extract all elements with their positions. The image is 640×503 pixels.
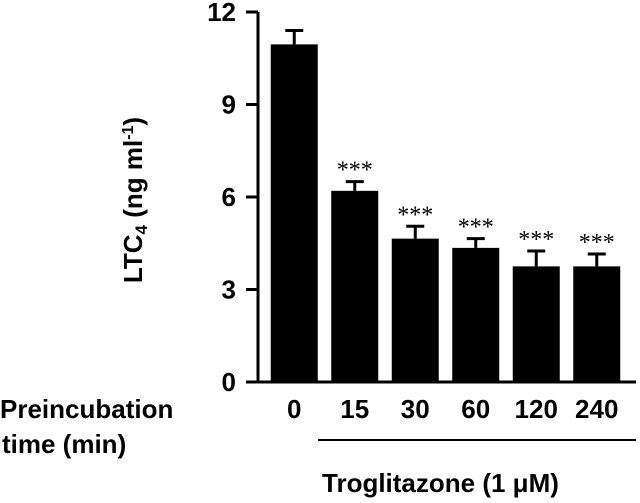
bar	[573, 266, 621, 382]
bar	[512, 266, 560, 382]
x-axis-label-line1: Preincubation	[0, 394, 173, 424]
y-tick-label: 6	[222, 182, 236, 212]
bar	[331, 190, 379, 382]
y-tick-label: 12	[207, 0, 236, 27]
y-axis-label: LTC4 (ng ml-1)	[118, 117, 151, 283]
x-tick-label: 0	[287, 394, 301, 424]
y-tick-label: 3	[222, 275, 236, 305]
y-axis-label-superscript: -1	[120, 125, 137, 139]
y-axis-label-unit: (ng ml	[118, 140, 148, 225]
significance-marker: ***	[518, 227, 554, 253]
y-axis-label-subscript: 4	[132, 224, 151, 234]
bar	[391, 238, 439, 382]
significance-marker: ***	[579, 230, 615, 256]
y-tick-label: 0	[222, 367, 236, 397]
x-tick-label: 120	[515, 394, 558, 424]
y-tick-label: 9	[222, 90, 236, 120]
significance-group: *** *** *** *** ***	[337, 158, 615, 256]
y-axis-label-main: LTC	[118, 234, 148, 283]
x-tick-label: 60	[461, 394, 490, 424]
x-tick-label: 30	[401, 394, 430, 424]
bar	[452, 247, 500, 382]
x-tick-label: 15	[340, 394, 369, 424]
significance-marker: ***	[397, 202, 433, 228]
bar	[270, 44, 318, 382]
y-axis-label-close: )	[118, 117, 148, 126]
x-axis-label-line2: time (min)	[2, 429, 126, 459]
y-ticks-group: 0 3 6 9 12	[207, 0, 258, 397]
significance-marker: ***	[337, 158, 373, 184]
x-tick-label: 240	[575, 394, 618, 424]
treatment-label: Troglitazone (1 μM)	[322, 468, 559, 498]
bars-group	[270, 29, 621, 382]
significance-marker: ***	[458, 215, 494, 241]
x-tick-labels-group: 0 15 30 60 120 240	[287, 394, 618, 424]
